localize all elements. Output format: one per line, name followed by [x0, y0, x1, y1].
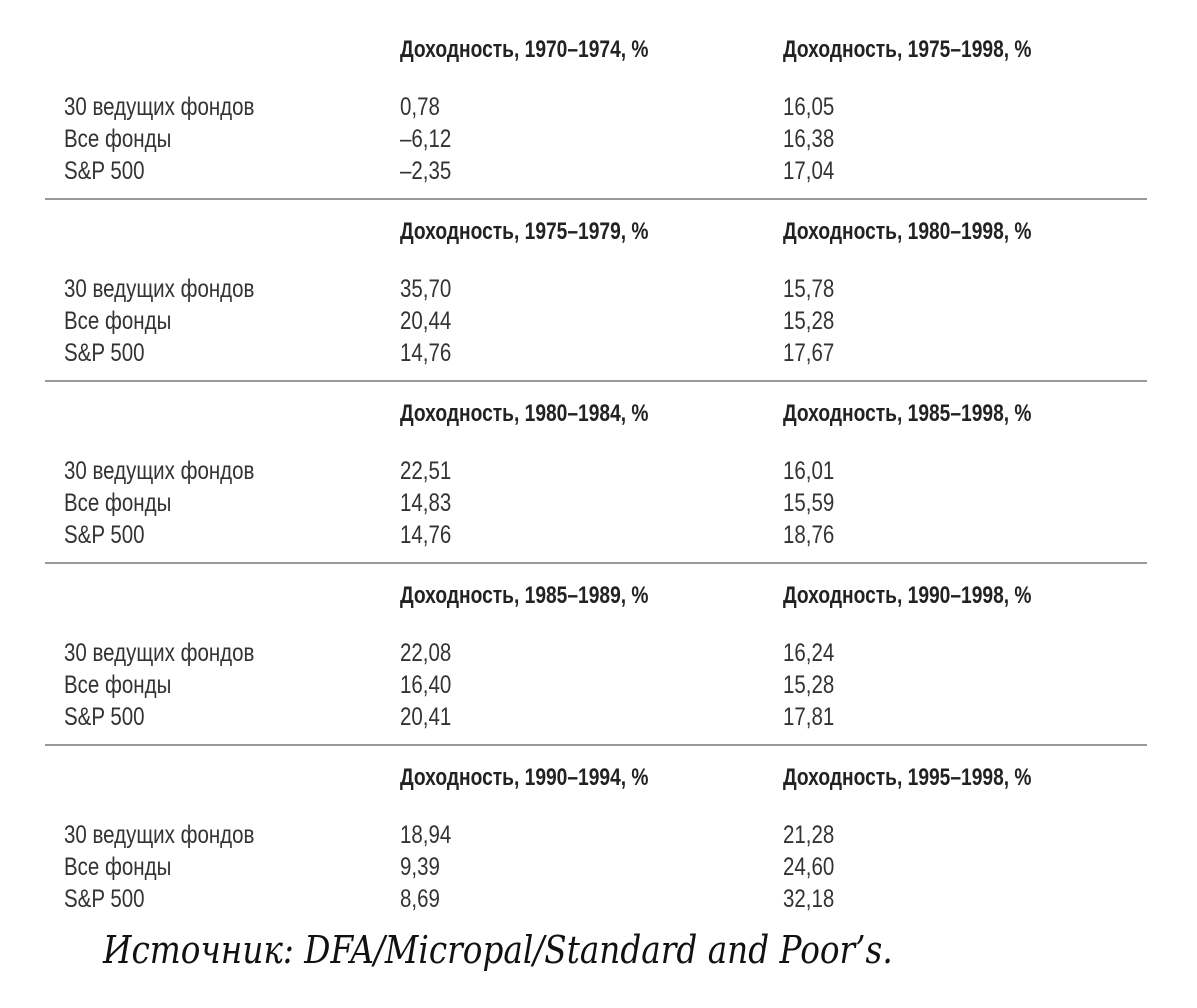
table-cell: 16,05 — [783, 93, 835, 121]
table-section: Доходность, 1985–1989, % Доходность, 1990… — [0, 564, 1197, 746]
table-cell: 16,40 — [400, 671, 452, 699]
table-cell: 21,28 — [783, 821, 835, 849]
column-header: Доходность, 1980–1998, % — [783, 218, 1032, 245]
table-cell: 16,38 — [783, 125, 835, 153]
table-cell: 18,76 — [783, 521, 835, 549]
table-cell: 35,70 — [400, 275, 452, 303]
row-label: Все фонды — [64, 671, 172, 699]
table-cell: –2,35 — [400, 157, 452, 185]
source-note: Источник: DFA/Micropal/Standard and Poor… — [103, 928, 893, 972]
table-cell: 15,59 — [783, 489, 835, 517]
row-label: S&P 500 — [64, 521, 145, 549]
table-cell: 22,51 — [400, 457, 452, 485]
table-section: Доходность, 1975–1979, % Доходность, 1980… — [0, 200, 1197, 382]
column-header: Доходность, 1970–1974, % — [400, 36, 649, 63]
row-label: S&P 500 — [64, 885, 145, 913]
table-cell: 15,78 — [783, 275, 835, 303]
column-header: Доходность, 1980–1984, % — [400, 400, 649, 427]
table-cell: 16,01 — [783, 457, 835, 485]
row-label: Все фонды — [64, 307, 172, 335]
table-cell: 22,08 — [400, 639, 452, 667]
table-cell: 18,94 — [400, 821, 452, 849]
row-label: 30 ведущих фондов — [64, 93, 255, 121]
table-cell: 14,83 — [400, 489, 452, 517]
row-label: 30 ведущих фондов — [64, 639, 255, 667]
table-cell: 0,78 — [400, 93, 440, 121]
section-divider — [45, 562, 1147, 564]
column-header: Доходность, 1985–1998, % — [783, 400, 1032, 427]
row-label: Все фонды — [64, 489, 172, 517]
table-cell: 15,28 — [783, 307, 835, 335]
section-divider — [45, 380, 1147, 382]
table-section: Доходность, 1990–1994, % Доходность, 1995… — [0, 746, 1197, 928]
table-cell: 14,76 — [400, 521, 452, 549]
table-cell: 24,60 — [783, 853, 835, 881]
table-cell: 17,67 — [783, 339, 835, 367]
table-cell: 15,28 — [783, 671, 835, 699]
table-cell: 17,04 — [783, 157, 835, 185]
column-header: Доходность, 1995–1998, % — [783, 764, 1032, 791]
table-cell: 32,18 — [783, 885, 835, 913]
table-section: Доходность, 1970–1974, % Доходность, 1975… — [0, 18, 1197, 200]
column-header: Доходность, 1990–1998, % — [783, 582, 1032, 609]
table-cell: 8,69 — [400, 885, 440, 913]
column-header: Доходность, 1975–1998, % — [783, 36, 1032, 63]
section-divider — [45, 744, 1147, 746]
row-label: 30 ведущих фондов — [64, 821, 255, 849]
table-cell: 14,76 — [400, 339, 452, 367]
row-label: Все фонды — [64, 125, 172, 153]
table-cell: 9,39 — [400, 853, 440, 881]
row-label: S&P 500 — [64, 339, 145, 367]
column-header: Доходность, 1990–1994, % — [400, 764, 649, 791]
row-label: 30 ведущих фондов — [64, 457, 255, 485]
table-cell: –6,12 — [400, 125, 452, 153]
row-label: S&P 500 — [64, 703, 145, 731]
row-label: S&P 500 — [64, 157, 145, 185]
row-label: 30 ведущих фондов — [64, 275, 255, 303]
table-cell: 17,81 — [783, 703, 835, 731]
table-cell: 16,24 — [783, 639, 835, 667]
section-divider — [45, 198, 1147, 200]
column-header: Доходность, 1975–1979, % — [400, 218, 649, 245]
column-header: Доходность, 1985–1989, % — [400, 582, 649, 609]
row-label: Все фонды — [64, 853, 172, 881]
table-cell: 20,44 — [400, 307, 452, 335]
table-cell: 20,41 — [400, 703, 452, 731]
table-section: Доходность, 1980–1984, % Доходность, 1985… — [0, 382, 1197, 564]
